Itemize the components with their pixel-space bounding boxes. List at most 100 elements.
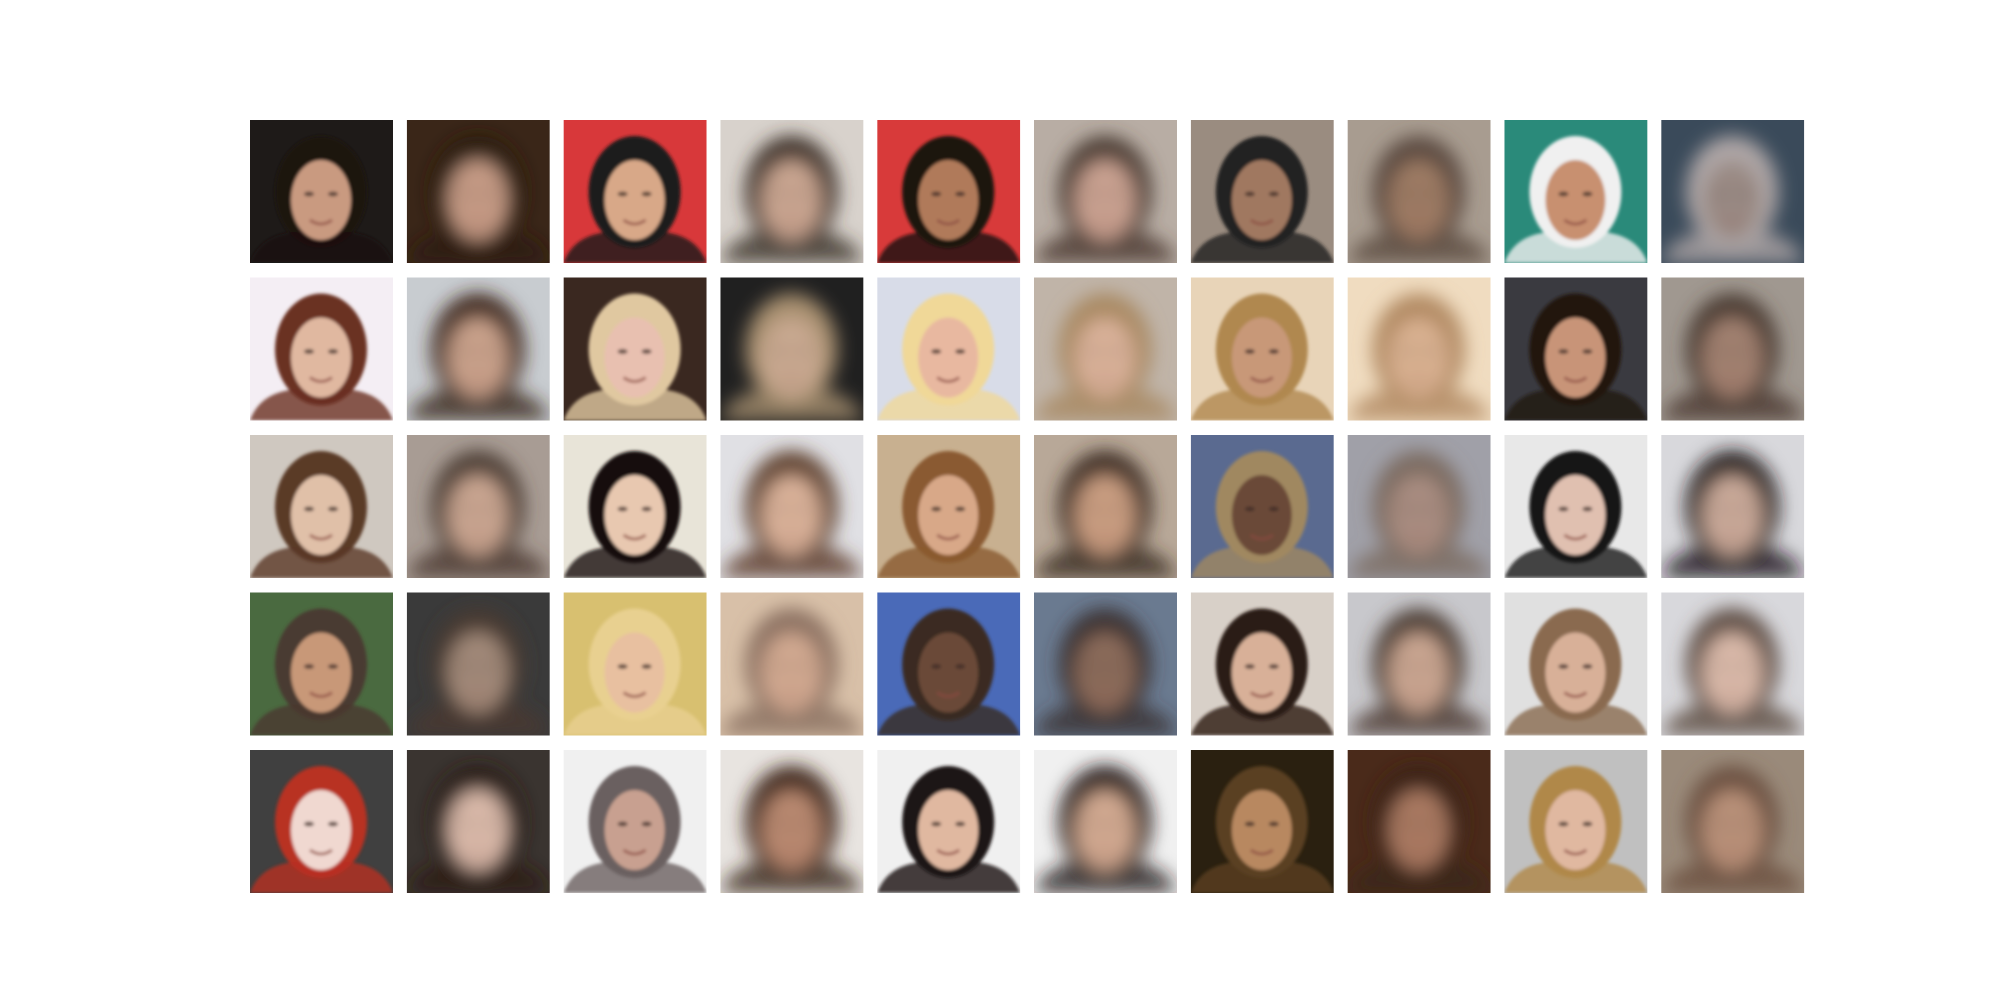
shoulders — [1190, 232, 1334, 263]
mouth — [465, 533, 490, 541]
face-skin — [447, 632, 508, 713]
face-skin — [761, 790, 822, 870]
face-skin — [918, 475, 979, 555]
face-skin — [604, 790, 665, 870]
shoulders — [1661, 704, 1805, 736]
shoulders — [1661, 389, 1805, 421]
mouth — [1406, 218, 1431, 226]
shoulders — [1034, 704, 1177, 736]
eye — [1558, 506, 1569, 512]
face-tile — [720, 592, 864, 736]
face-tile — [1347, 592, 1491, 736]
face — [406, 451, 550, 578]
eye — [304, 506, 314, 512]
face-tile — [563, 435, 707, 578]
shoulders — [250, 232, 393, 263]
face-skin — [761, 475, 822, 555]
eye — [1401, 506, 1412, 512]
face — [250, 451, 393, 578]
face-tile — [1190, 277, 1334, 421]
face — [1034, 608, 1177, 736]
face-skin — [291, 475, 351, 555]
face-skin — [1388, 632, 1449, 713]
eye — [484, 821, 495, 827]
face-skin — [1388, 475, 1449, 555]
mouth — [1720, 376, 1745, 383]
face — [877, 293, 1021, 421]
eye — [955, 349, 966, 354]
face — [1347, 293, 1491, 421]
face-tile — [250, 277, 393, 421]
face-tile — [877, 592, 1021, 736]
face-tile — [563, 750, 707, 893]
mouth — [1563, 218, 1588, 226]
eye — [328, 506, 338, 512]
eye — [328, 664, 338, 669]
face-tile — [877, 277, 1021, 421]
face-tile — [563, 277, 707, 421]
face-skin — [1545, 317, 1606, 398]
eye — [931, 349, 942, 354]
eye — [328, 821, 338, 827]
face-tile — [1661, 592, 1805, 736]
face-skin — [291, 160, 351, 240]
eye — [1739, 349, 1750, 354]
mouth — [1249, 533, 1274, 541]
eye — [1401, 821, 1412, 827]
mouth — [779, 533, 804, 541]
mouth — [779, 691, 804, 698]
eye — [1582, 664, 1593, 669]
shoulders — [720, 232, 864, 263]
mouth — [936, 218, 961, 226]
shoulders — [877, 547, 1021, 578]
eye — [1268, 506, 1279, 512]
mouth — [1249, 376, 1274, 383]
eye — [774, 191, 785, 197]
face-tile — [406, 750, 550, 893]
face-skin — [1702, 160, 1763, 240]
eye — [617, 506, 628, 512]
face-tile — [250, 750, 393, 893]
eye — [1715, 349, 1726, 354]
mouth — [1093, 376, 1117, 383]
face-skin — [1075, 475, 1135, 555]
eye — [1112, 506, 1122, 512]
face-skin — [1075, 160, 1135, 240]
mouth — [465, 848, 490, 856]
face-skin — [1702, 475, 1763, 555]
face — [877, 608, 1021, 736]
mouth — [1249, 691, 1274, 698]
face-skin — [1388, 317, 1449, 398]
shoulders — [563, 704, 707, 736]
mouth — [622, 376, 647, 383]
face-skin — [1075, 317, 1135, 398]
eye — [955, 506, 966, 512]
mouth — [1406, 691, 1431, 698]
mouth — [779, 218, 804, 226]
mouth — [622, 691, 647, 698]
shoulders — [1034, 389, 1177, 421]
shoulders — [877, 704, 1021, 736]
face-tile — [720, 750, 864, 893]
eye — [1244, 821, 1255, 827]
eye — [460, 821, 471, 827]
face-skin — [604, 632, 665, 713]
face — [1661, 608, 1805, 736]
face — [250, 136, 393, 263]
mouth — [779, 848, 804, 856]
eye — [1112, 664, 1122, 669]
face-skin — [1545, 475, 1606, 555]
eye — [460, 191, 471, 197]
face — [1034, 766, 1177, 893]
eye — [1558, 664, 1569, 669]
mouth — [1406, 533, 1431, 541]
shoulders — [1347, 232, 1491, 263]
mouth — [1093, 218, 1117, 226]
face — [1661, 136, 1805, 263]
eye — [1739, 506, 1750, 512]
shoulders — [1190, 704, 1334, 736]
face-skin — [1702, 790, 1763, 870]
eye — [617, 821, 628, 827]
eye — [1582, 821, 1593, 827]
face-tile — [1347, 750, 1491, 893]
